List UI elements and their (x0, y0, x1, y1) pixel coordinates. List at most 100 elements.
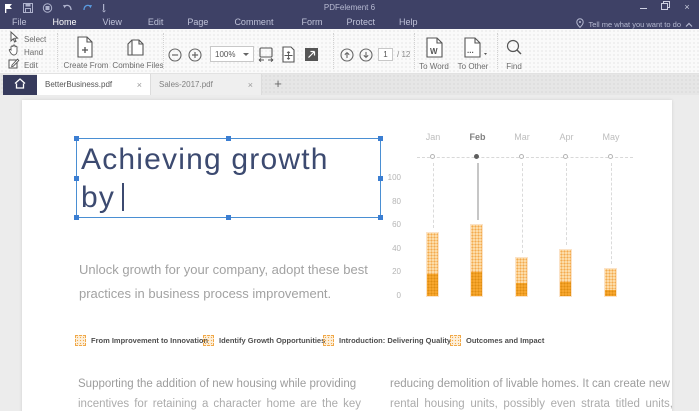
heading-line-1: Achieving growth (81, 143, 329, 176)
new-tab-button[interactable]: + (274, 76, 282, 91)
redo-icon[interactable] (82, 4, 93, 13)
menu-bar: File Home View Edit Page Comment Form Pr… (0, 14, 417, 29)
restore-button[interactable] (659, 1, 671, 13)
close-button[interactable]: × (684, 2, 690, 12)
stacked-bar-mar[interactable] (514, 257, 528, 297)
document-tab-bar: BetterBusiness.pdf × Sales-2017.pdf × + (0, 74, 699, 95)
to-word-button[interactable]: W (424, 37, 446, 64)
menu-edit[interactable]: Edit (147, 16, 164, 27)
page-number-input[interactable]: 1 (378, 48, 393, 61)
find-button[interactable] (506, 39, 523, 61)
body-text-line: rental housing units, possibly even stra… (390, 397, 673, 410)
edit-pencil-icon (8, 56, 20, 74)
y-axis-tick: 60 (392, 220, 401, 230)
create-from-button[interactable] (74, 36, 96, 63)
tab-sales-2017[interactable]: Sales-2017.pdf × (150, 74, 262, 95)
menu-view[interactable]: View (102, 16, 122, 27)
bar-chart[interactable]: 0 20 40 60 80 100 Jan Feb Mar Apr May (385, 130, 647, 308)
fit-page-button[interactable] (281, 46, 295, 63)
bar-segment-solid (515, 283, 527, 296)
document-heading[interactable]: Achieving growth by (81, 141, 329, 217)
edit-mode-button[interactable]: Edit (8, 56, 38, 74)
selection-handle[interactable] (74, 215, 79, 220)
intro-paragraph[interactable]: Unlock growth for your company, adopt th… (79, 258, 389, 306)
body-column-left[interactable]: Supporting the addition of new housing w… (78, 375, 361, 411)
bar-segment-light (471, 225, 482, 273)
chevron-up-icon[interactable] (685, 15, 693, 33)
selection-handle[interactable] (74, 176, 79, 181)
document-canvas[interactable]: Achieving growth by Unlock growth for yo… (0, 95, 699, 411)
month-label: Jan (425, 132, 441, 142)
select-mode-button[interactable]: Select (8, 30, 46, 48)
hand-mode-button[interactable]: Hand (8, 44, 43, 58)
menu-protect[interactable]: Protect (346, 16, 375, 27)
stacked-bar-apr[interactable] (559, 248, 572, 297)
menu-page[interactable]: Page (187, 16, 209, 27)
to-other-button[interactable]: ... (462, 37, 490, 64)
fit-width-button[interactable] (258, 47, 274, 62)
y-axis-tick: 0 (396, 291, 401, 300)
toc-item-2[interactable]: Identify Growth Opportunities (203, 335, 325, 346)
selection-handle[interactable] (226, 215, 231, 220)
text-cursor (122, 183, 125, 211)
toc-label: Introduction: Delivering Quality (339, 336, 452, 345)
customize-toolbar-icon[interactable] (102, 4, 109, 13)
tab-close-icon[interactable]: × (136, 79, 142, 90)
window-controls: × (637, 1, 693, 13)
zoom-in-button[interactable] (188, 48, 202, 62)
selection-handle[interactable] (378, 215, 383, 220)
previous-page-button[interactable] (340, 48, 354, 62)
month-marker-dot[interactable] (563, 154, 568, 159)
stacked-bar-feb[interactable] (470, 224, 483, 297)
tell-me-box[interactable]: Tell me what you want to do (576, 15, 693, 33)
menu-form[interactable]: Form (301, 16, 323, 27)
tell-me-label: Tell me what you want to do (588, 19, 681, 29)
save-icon[interactable] (23, 3, 33, 13)
month-label: May (602, 132, 620, 142)
toolbar-separator (497, 33, 498, 69)
next-page-button[interactable] (359, 48, 373, 62)
orange-square-icon (203, 335, 214, 346)
zoom-out-button[interactable] (168, 48, 182, 62)
stacked-bar-may[interactable] (603, 267, 617, 297)
category-guide-line (477, 163, 479, 221)
menu-comment[interactable]: Comment (234, 16, 274, 27)
home-tab-button[interactable] (3, 75, 37, 95)
combine-files-button[interactable] (124, 36, 146, 63)
actual-size-button[interactable] (304, 47, 318, 61)
text-selection-box[interactable] (74, 136, 383, 220)
toc-item-1[interactable]: From Improvement to Innovation (75, 335, 208, 346)
menu-home[interactable]: Home (52, 16, 77, 27)
tab-betterbusiness[interactable]: BetterBusiness.pdf × (37, 74, 150, 95)
minimize-button[interactable] (637, 1, 649, 13)
toc-item-3[interactable]: Introduction: Delivering Quality (323, 335, 451, 346)
svg-text:...: ... (467, 46, 474, 55)
month-marker-dot[interactable] (474, 154, 479, 159)
create-from-label: Create From (63, 61, 109, 70)
chevron-down-icon (243, 52, 249, 56)
print-icon[interactable] (42, 3, 53, 13)
undo-icon[interactable] (62, 4, 73, 13)
selection-handle[interactable] (226, 136, 231, 141)
selection-handle[interactable] (378, 136, 383, 141)
body-column-right[interactable]: reducing demolition of livable homes. It… (390, 375, 673, 411)
bar-segment-solid (604, 290, 616, 296)
orange-square-icon (450, 335, 461, 346)
month-label: Apr (559, 132, 574, 142)
toc-item-4[interactable]: Outcomes and Impact (450, 335, 544, 346)
month-marker-dot[interactable] (518, 154, 524, 159)
bar-segment-solid (560, 281, 571, 296)
stacked-bar-jan[interactable] (425, 232, 439, 297)
selection-handle[interactable] (378, 176, 383, 181)
home-icon (14, 76, 26, 94)
menu-help[interactable]: Help (398, 16, 418, 27)
selection-handle[interactable] (74, 136, 79, 141)
toolbar-separator (333, 33, 334, 69)
month-marker-dot[interactable] (429, 154, 435, 159)
month-marker-dot[interactable] (607, 154, 613, 159)
select-cursor-icon (8, 30, 19, 48)
menu-file[interactable]: File (12, 16, 27, 27)
tab-close-icon[interactable]: × (247, 79, 253, 90)
zoom-level-select[interactable]: 100% (210, 46, 254, 62)
category-guide-line (432, 163, 434, 229)
